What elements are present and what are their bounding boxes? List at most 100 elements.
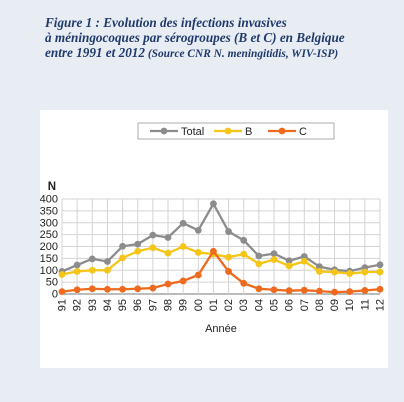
data-point-b: [134, 247, 142, 255]
chart-legend: Total B C: [137, 122, 335, 140]
x-tick-label: 91: [57, 299, 69, 311]
y-tick-label: 100: [40, 265, 58, 277]
data-point-b: [194, 249, 202, 256]
x-tick-label: 93: [87, 299, 99, 311]
x-tick-label: 10: [344, 299, 356, 311]
data-point-c: [58, 288, 66, 296]
caption-period: entre 1991 et 2012: [45, 45, 145, 60]
legend-label-c: C: [299, 126, 307, 138]
x-axis-label: Année: [205, 323, 237, 335]
data-point-total: [149, 231, 157, 239]
data-point-c: [225, 268, 232, 275]
data-point-c: [164, 280, 172, 288]
data-point-c: [149, 284, 157, 292]
y-tick-label: 250: [40, 229, 58, 241]
data-point-total: [88, 255, 96, 263]
data-point-total: [270, 250, 278, 258]
data-point-c: [331, 288, 338, 296]
x-tick-label: 08: [314, 299, 326, 311]
data-point-b: [270, 256, 278, 263]
x-tick-label: 06: [284, 299, 296, 311]
data-point-total: [240, 236, 248, 244]
y-tick-label: 150: [40, 253, 58, 265]
chart-grid: [61, 198, 381, 295]
data-point-b: [225, 253, 232, 261]
data-point-total: [119, 242, 126, 250]
x-tick-label: 02: [223, 299, 235, 311]
data-point-c: [361, 287, 369, 294]
data-point-b: [104, 266, 111, 274]
data-point-c: [88, 285, 96, 293]
data-point-b: [119, 254, 126, 262]
legend-marker-b: [224, 127, 232, 135]
legend-label-b: B: [245, 126, 252, 138]
data-point-total: [73, 261, 81, 269]
data-point-total: [255, 252, 263, 260]
data-point-c: [179, 277, 187, 285]
chart-panel: Total B C 0 50 100 150 200 250 300 350 400 91 92 93 94…: [40, 110, 388, 368]
data-point-c: [210, 247, 217, 255]
y-tick-label: 200: [40, 241, 58, 253]
data-point-b: [376, 268, 384, 276]
y-tick-label: 50: [46, 277, 58, 289]
x-tick-label: 00: [193, 299, 205, 311]
data-point-b: [255, 260, 263, 268]
data-point-total: [285, 257, 293, 265]
chart-series: [58, 200, 384, 296]
x-tick-label: 03: [238, 299, 250, 311]
x-tick-label: 97: [147, 299, 159, 311]
data-point-total: [376, 261, 384, 269]
data-point-b: [300, 257, 308, 265]
x-tick-label: 12: [375, 299, 387, 311]
caption-source: (Source CNR N. meningitidis, WIV-ISP): [145, 48, 339, 60]
data-point-c: [240, 279, 248, 287]
y-tick-label: 0: [52, 289, 58, 301]
data-point-c: [255, 285, 263, 293]
data-point-total: [300, 253, 308, 260]
data-point-total: [316, 263, 323, 271]
x-tick-label: 98: [163, 299, 175, 311]
y-tick-label: 300: [40, 217, 58, 229]
x-tick-label: 04: [253, 299, 265, 311]
data-point-b: [73, 268, 81, 275]
data-point-total: [164, 234, 172, 241]
data-point-total: [104, 258, 111, 265]
data-point-b: [149, 244, 157, 252]
data-point-c: [119, 285, 126, 293]
data-point-c: [285, 287, 293, 295]
data-point-c: [316, 287, 323, 295]
x-tick-label: 07: [299, 299, 311, 311]
data-point-c: [134, 285, 142, 293]
figure-caption: Figure 1 : Evolution des infections inva…: [45, 15, 397, 62]
data-point-c: [376, 285, 384, 293]
data-point-b: [164, 249, 172, 257]
data-point-b: [179, 243, 187, 250]
series-line-b: [61, 245, 381, 276]
x-tick-label: 96: [132, 299, 144, 311]
series-line-total: [61, 202, 381, 273]
x-tick-label: 09: [329, 299, 341, 311]
data-point-b: [331, 268, 338, 276]
y-axis-label: N: [48, 181, 56, 193]
x-tick-label: 05: [269, 299, 281, 311]
data-point-c: [346, 288, 354, 296]
data-point-c: [73, 286, 81, 294]
data-point-b: [240, 250, 248, 258]
data-point-b: [285, 262, 293, 270]
data-point-total: [179, 219, 187, 227]
series-line-c: [61, 250, 381, 294]
data-point-b: [88, 266, 96, 274]
data-point-b: [316, 268, 323, 275]
data-point-b: [58, 271, 66, 278]
legend-marker-total: [160, 127, 168, 135]
data-point-total: [134, 240, 142, 248]
data-point-c: [104, 285, 111, 293]
x-tick-label: 92: [72, 299, 84, 311]
caption-line-1: Figure 1 : Evolution des infections inva…: [45, 15, 287, 30]
x-tick-label: 95: [117, 299, 129, 311]
data-point-b: [361, 268, 369, 276]
data-point-b: [346, 270, 354, 277]
x-tick-label: 11: [359, 299, 371, 310]
